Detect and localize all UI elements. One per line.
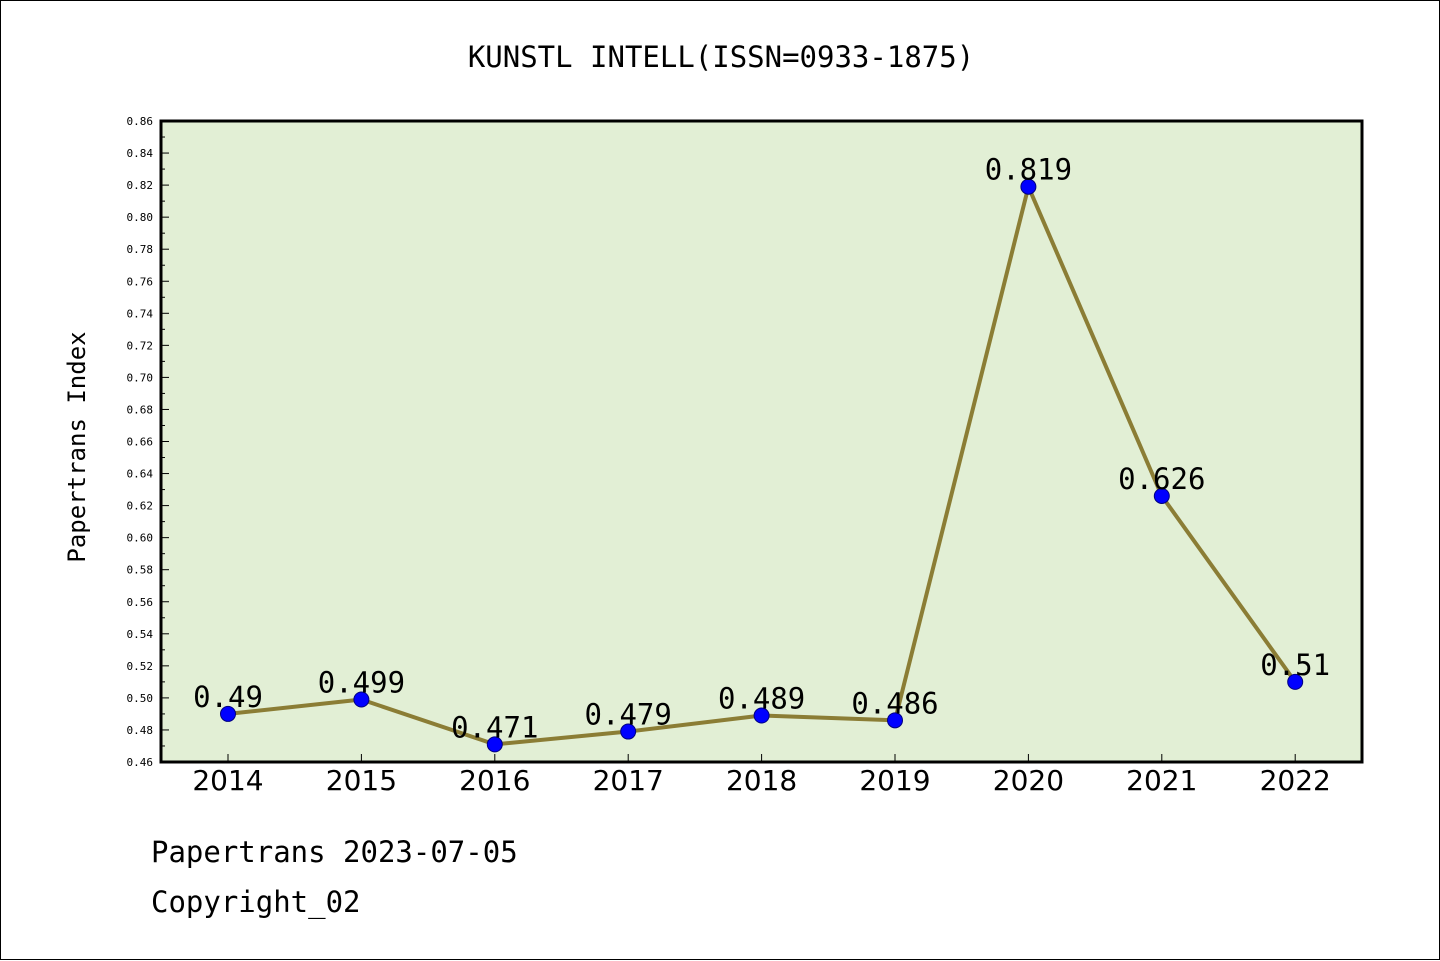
y-tick-label: 0.60 — [127, 532, 154, 545]
chart-title: KUNSTL INTELL(ISSN=0933-1875) — [468, 40, 974, 74]
data-label: 0.499 — [318, 666, 405, 700]
x-axis-ticks: 2014 2015 2016 2017 2018 2019 2020 2021 2022 — [192, 754, 1331, 797]
x-tick-label: 2021 — [1126, 764, 1197, 797]
y-tick-label: 0.64 — [127, 468, 154, 481]
x-tick-label: 2019 — [859, 764, 930, 797]
footer-copyright-text: Copyright_02 — [151, 885, 361, 919]
data-point — [1287, 673, 1304, 690]
y-axis-label: Papertrans Index — [63, 331, 91, 562]
x-tick-label: 2022 — [1260, 764, 1331, 797]
y-tick-label: 0.76 — [127, 275, 154, 288]
data-label: 0.489 — [718, 682, 805, 716]
y-tick-label: 0.82 — [127, 179, 154, 192]
y-tick-label: 0.72 — [127, 339, 154, 352]
data-label: 0.819 — [985, 153, 1072, 187]
y-tick-label: 0.86 — [127, 115, 154, 128]
x-tick-label: 2017 — [593, 764, 664, 797]
y-tick-label: 0.56 — [127, 596, 154, 609]
data-label: 0.479 — [585, 698, 672, 732]
series-group: 0.49 0.499 0.471 0.479 0.489 0.486 0.819 0.626 0… — [193, 153, 1330, 753]
data-point — [486, 736, 503, 753]
data-point — [1020, 178, 1037, 195]
y-tick-label: 0.74 — [127, 307, 154, 320]
data-point — [753, 707, 770, 724]
y-tick-label: 0.54 — [127, 628, 154, 641]
data-label: 0.486 — [851, 686, 938, 720]
data-point — [1153, 487, 1170, 504]
data-label: 0.471 — [451, 710, 538, 744]
y-tick-label: 0.62 — [127, 500, 154, 513]
footer-date-text: Papertrans 2023-07-05 — [151, 835, 518, 869]
data-point — [220, 705, 236, 722]
y-tick-label: 0.68 — [127, 403, 154, 416]
y-tick-label: 0.50 — [127, 692, 154, 705]
data-label: 0.626 — [1118, 462, 1205, 496]
plot-area — [159, 119, 1364, 764]
x-tick-label: 2015 — [326, 764, 397, 797]
y-tick-label: 0.70 — [127, 371, 154, 384]
x-tick-label: 2014 — [192, 764, 263, 797]
y-tick-label: 0.46 — [127, 756, 154, 769]
data-point — [353, 691, 370, 708]
y-axis-ticks: 0.46 0.48 0.50 0.52 0.54 0.56 0.58 0.60 0.62 0.64… — [127, 115, 169, 769]
y-tick-label: 0.66 — [127, 436, 154, 449]
y-tick-label: 0.78 — [127, 243, 154, 256]
x-tick-label: 2020 — [993, 764, 1064, 797]
y-tick-label: 0.80 — [127, 211, 154, 224]
data-label: 0.51 — [1260, 648, 1330, 682]
y-tick-label: 0.48 — [127, 724, 154, 737]
x-tick-label: 2016 — [459, 764, 530, 797]
data-point — [887, 712, 903, 729]
x-tick-label: 2018 — [726, 764, 797, 797]
y-tick-label: 0.52 — [127, 660, 154, 673]
y-tick-label: 0.84 — [127, 147, 154, 160]
y-tick-label: 0.58 — [127, 564, 154, 577]
data-point — [620, 723, 637, 740]
data-label: 0.49 — [193, 680, 263, 714]
